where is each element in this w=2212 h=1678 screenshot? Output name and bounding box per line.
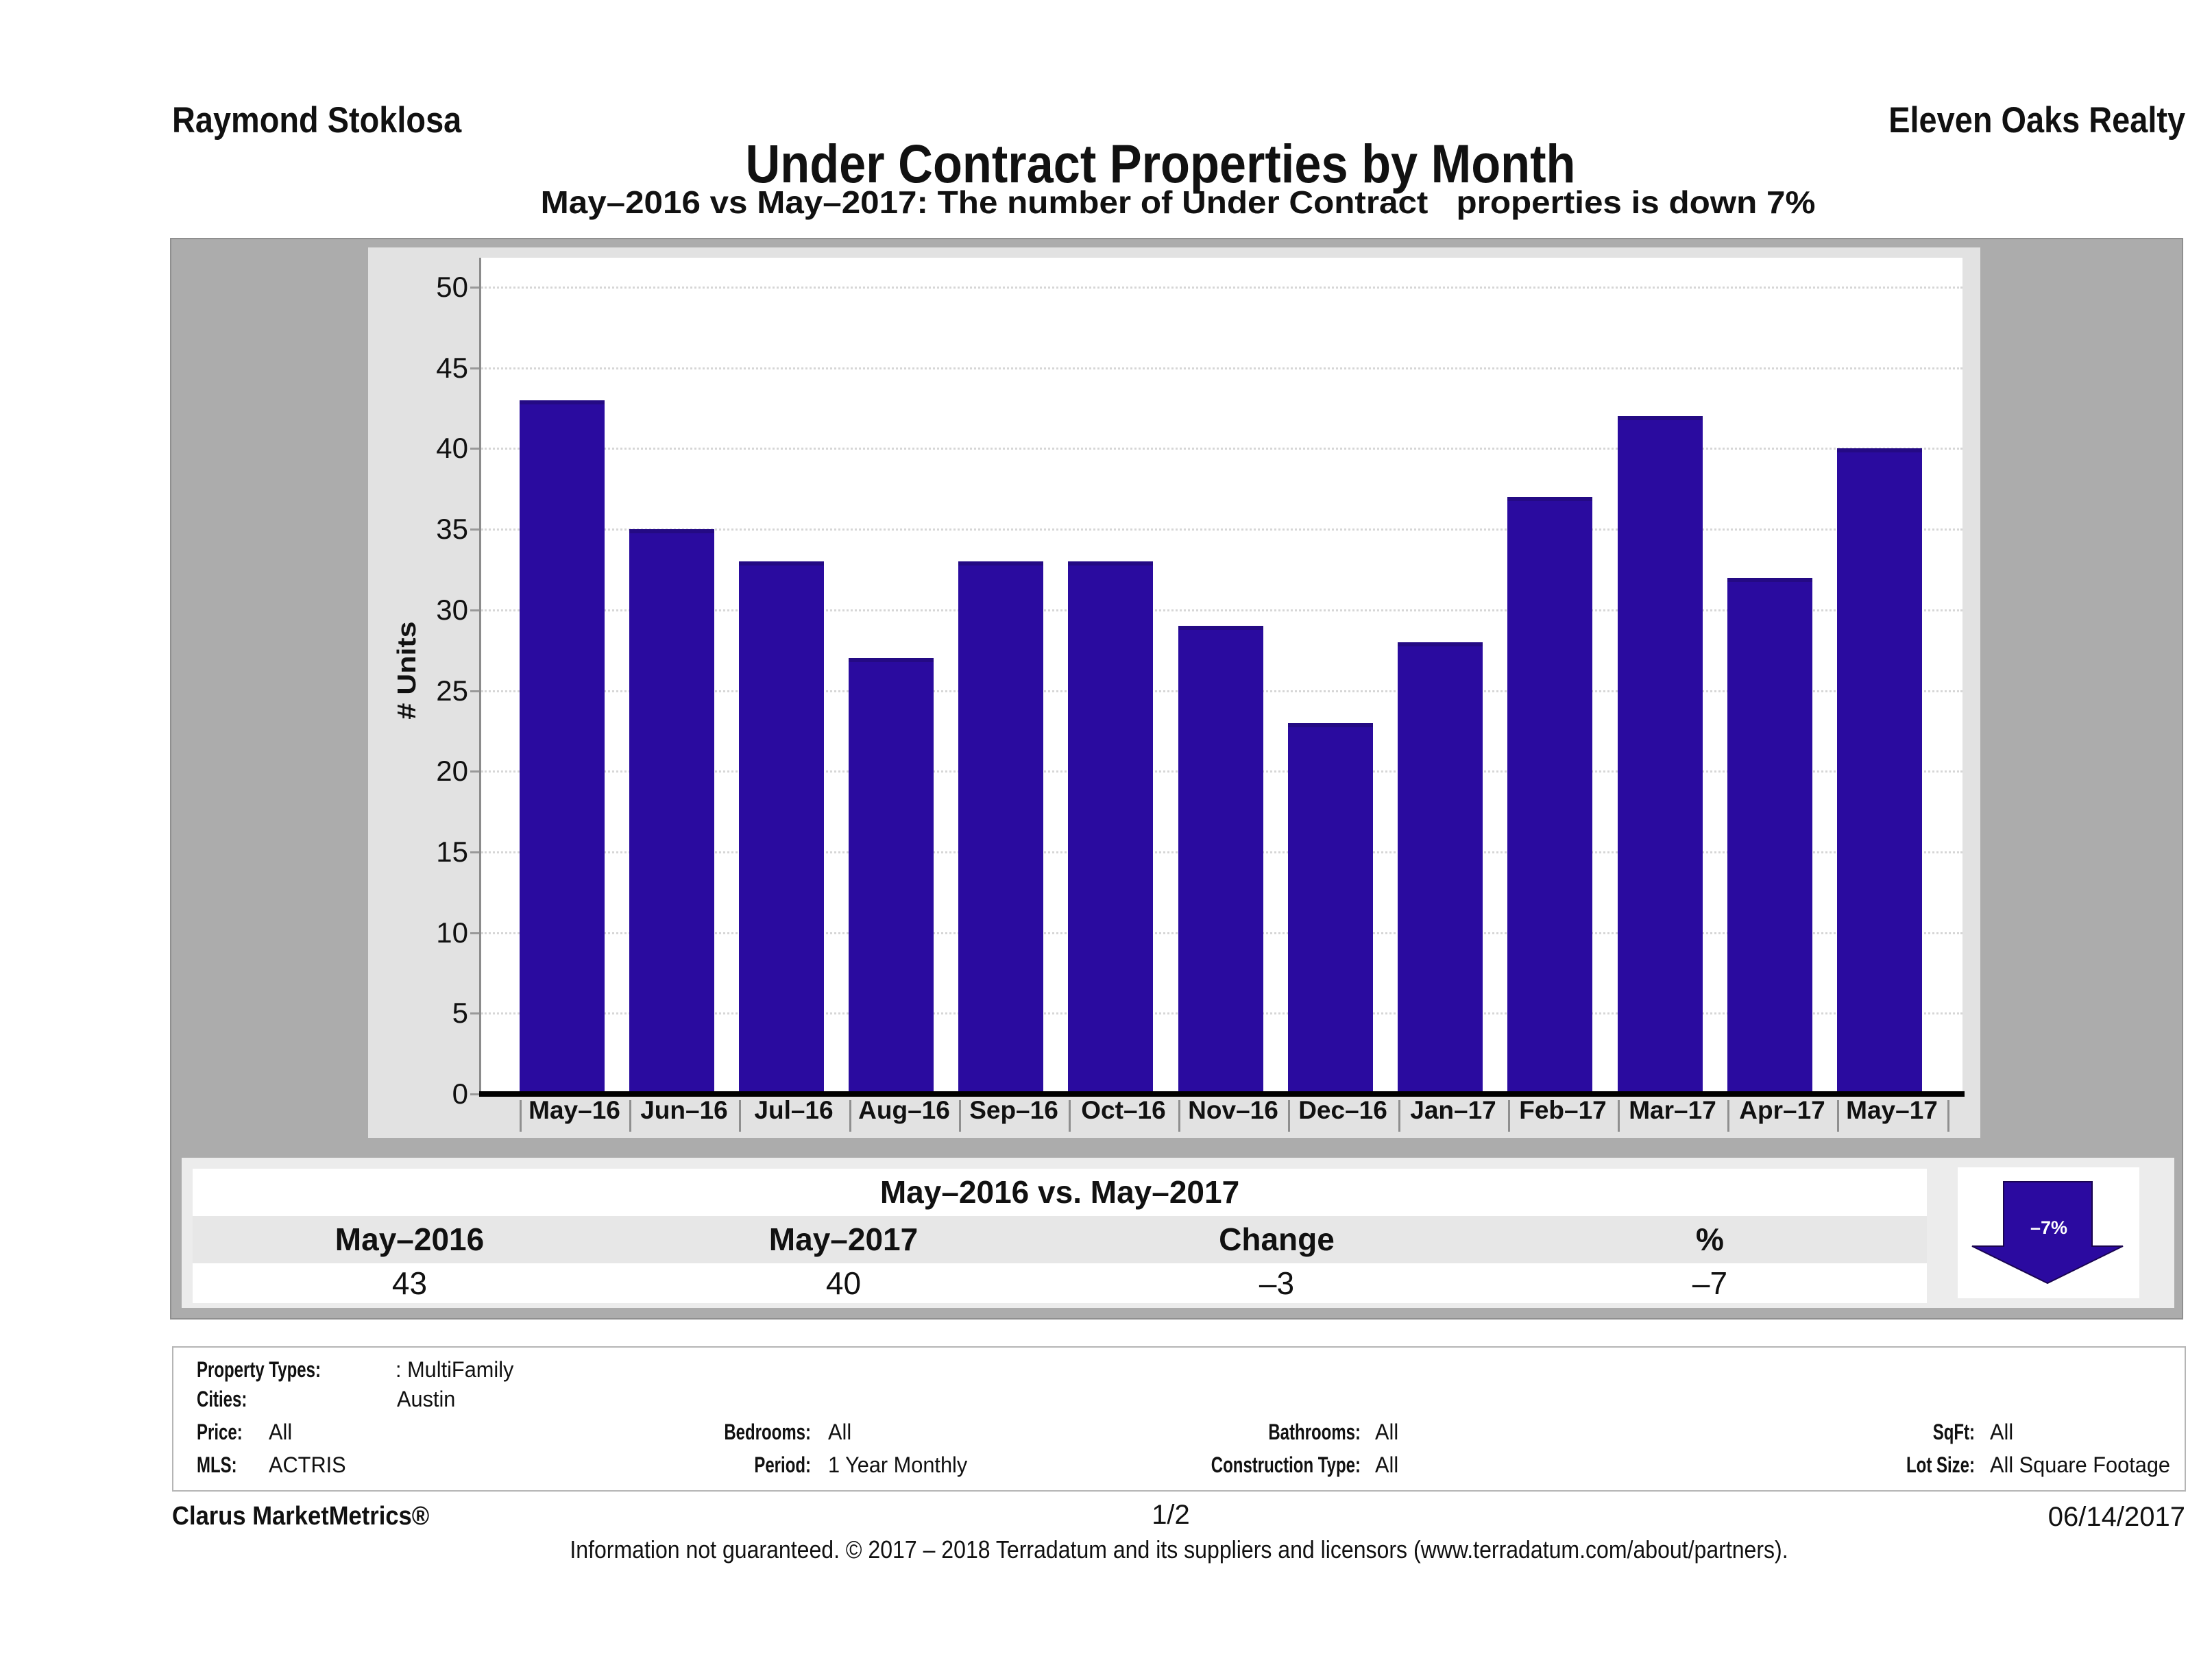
svg-text:–7%: –7%	[2030, 1217, 2067, 1238]
